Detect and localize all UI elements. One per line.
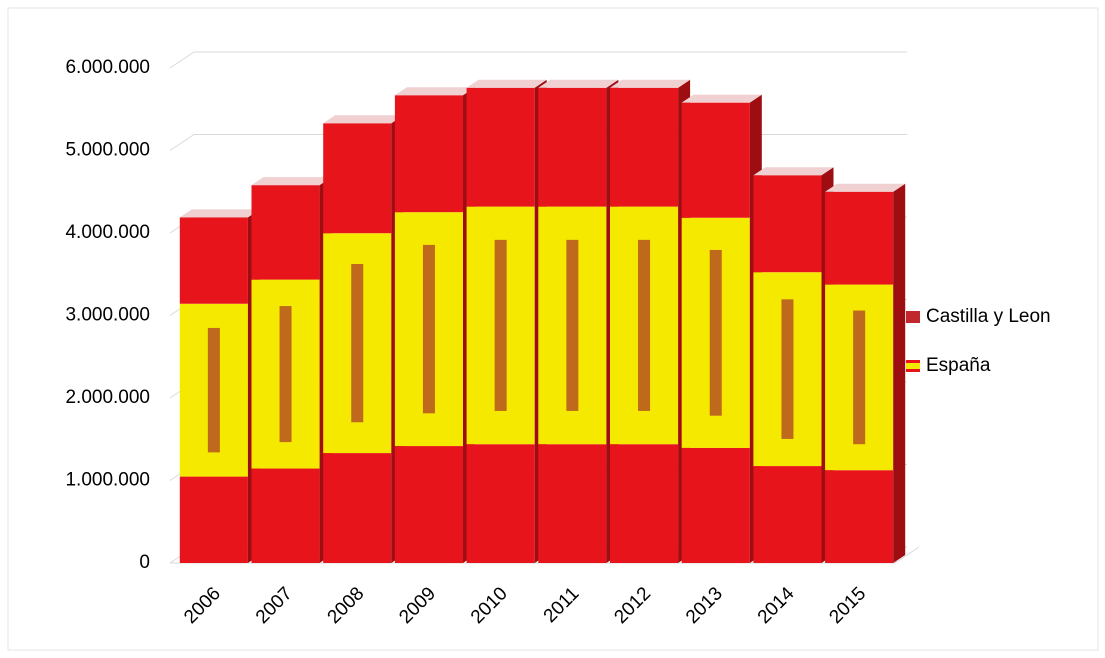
bar	[251, 177, 332, 563]
x-tick-label: 2012	[610, 583, 655, 628]
bar-top	[323, 115, 404, 124]
bar-emblem	[422, 244, 435, 414]
bar-front	[179, 476, 248, 563]
legend-swatch-stripe	[906, 363, 920, 369]
x-tick-label: 2008	[324, 583, 369, 628]
bar-front	[251, 468, 320, 563]
bar-front	[753, 466, 822, 563]
grid-line	[169, 51, 907, 69]
bar-emblem	[709, 249, 722, 416]
bar	[681, 94, 762, 564]
bar-emblem	[207, 327, 220, 453]
bar-emblem	[279, 306, 292, 443]
bar-front	[394, 95, 464, 213]
bar-top	[394, 87, 476, 96]
bar-emblem	[853, 310, 866, 445]
bar	[179, 209, 260, 563]
bar-front	[681, 102, 750, 218]
bar	[466, 79, 547, 564]
legend-swatch	[906, 311, 920, 323]
bar-top	[251, 177, 332, 186]
bar-emblem	[351, 263, 364, 423]
bar-front	[753, 175, 822, 273]
bar-front	[466, 87, 535, 207]
bar-top	[825, 183, 906, 192]
bar	[323, 115, 404, 564]
x-tick-label: 2013	[682, 583, 727, 628]
bar-emblem	[494, 239, 507, 411]
bar-top	[538, 79, 619, 88]
bar-front	[323, 453, 392, 563]
x-tick-label: 2010	[467, 583, 512, 628]
bar	[825, 183, 906, 563]
x-tick-label: 2011	[540, 583, 584, 627]
y-tick-label: 4.000.000	[65, 222, 150, 243]
bar	[538, 79, 619, 564]
bar	[753, 167, 834, 563]
bar-top	[179, 209, 260, 218]
y-tick-label: 6.000.000	[65, 57, 150, 78]
bar-front	[609, 444, 679, 563]
bar-front	[825, 191, 894, 285]
y-tick-label: 2.000.000	[65, 387, 150, 408]
bar-front	[251, 185, 320, 280]
chart-border	[7, 7, 1099, 651]
bar-top	[681, 94, 762, 103]
bar-side	[893, 183, 906, 563]
x-tick-label: 2015	[825, 583, 870, 628]
bar-front	[466, 444, 535, 563]
bar-emblem	[638, 239, 651, 411]
legend-label: España	[926, 355, 991, 376]
y-tick-label: 1.000.000	[65, 470, 150, 491]
bar-front	[609, 87, 679, 207]
bar-top	[753, 167, 834, 176]
bar-top	[609, 79, 691, 88]
bar-top	[466, 79, 547, 88]
legend-label: Castilla y Leon	[926, 306, 1051, 327]
bar-front	[825, 470, 894, 563]
y-tick-label: 0	[139, 552, 150, 573]
bar	[394, 87, 476, 563]
bar-front	[681, 447, 750, 563]
x-tick-label: 2006	[180, 583, 225, 628]
bar-front	[538, 444, 607, 563]
bar	[609, 79, 691, 564]
bar-front	[179, 217, 248, 304]
x-tick-label: 2009	[395, 583, 440, 628]
x-tick-label: 2007	[252, 583, 297, 628]
y-tick-label: 3.000.000	[65, 305, 150, 326]
y-tick-label: 5.000.000	[65, 140, 150, 161]
bar-emblem	[566, 239, 579, 411]
bar-emblem	[781, 299, 794, 439]
bar-front	[538, 87, 607, 207]
x-tick-label: 2014	[754, 583, 799, 628]
bar-front	[323, 123, 392, 234]
bar-front	[394, 446, 464, 563]
